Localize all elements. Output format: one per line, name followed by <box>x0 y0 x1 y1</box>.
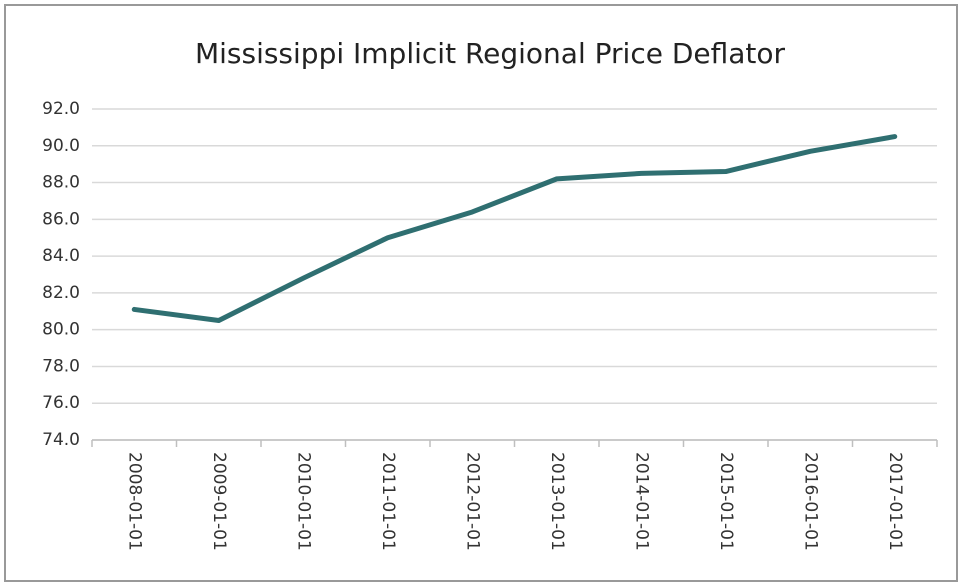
y-tick-label: 80.0 <box>42 320 80 340</box>
x-tick-label: 2013-01-01 <box>547 452 567 551</box>
chart-title: Mississippi Implicit Regional Price Defl… <box>195 37 786 70</box>
x-tick-label: 2015-01-01 <box>716 452 736 551</box>
line <box>131 134 898 323</box>
y-tick-label: 88.0 <box>42 173 80 193</box>
x-tick-label: 2008-01-01 <box>124 452 144 551</box>
x-tick-label: 2016-01-01 <box>800 452 820 551</box>
y-tick-label: 74.0 <box>42 430 80 450</box>
y-tick-label: 86.0 <box>42 209 80 229</box>
x-tick-label: 2014-01-01 <box>631 452 651 551</box>
y-tick-label: 92.0 <box>42 99 80 119</box>
x-tick-label: 2010-01-01 <box>293 452 313 551</box>
y-tick-label: 90.0 <box>42 136 80 156</box>
x-tick-label: 2011-01-01 <box>378 452 398 551</box>
x-tick-label: 2017-01-01 <box>885 452 905 551</box>
x-tick-label: 2009-01-01 <box>209 452 229 551</box>
y-tick-label: 76.0 <box>42 393 80 413</box>
x-tick-label: 2012-01-01 <box>462 452 482 551</box>
y-tick-label: 82.0 <box>42 283 80 303</box>
y-tick-label: 78.0 <box>42 356 80 376</box>
y-tick-label: 84.0 <box>42 246 80 266</box>
